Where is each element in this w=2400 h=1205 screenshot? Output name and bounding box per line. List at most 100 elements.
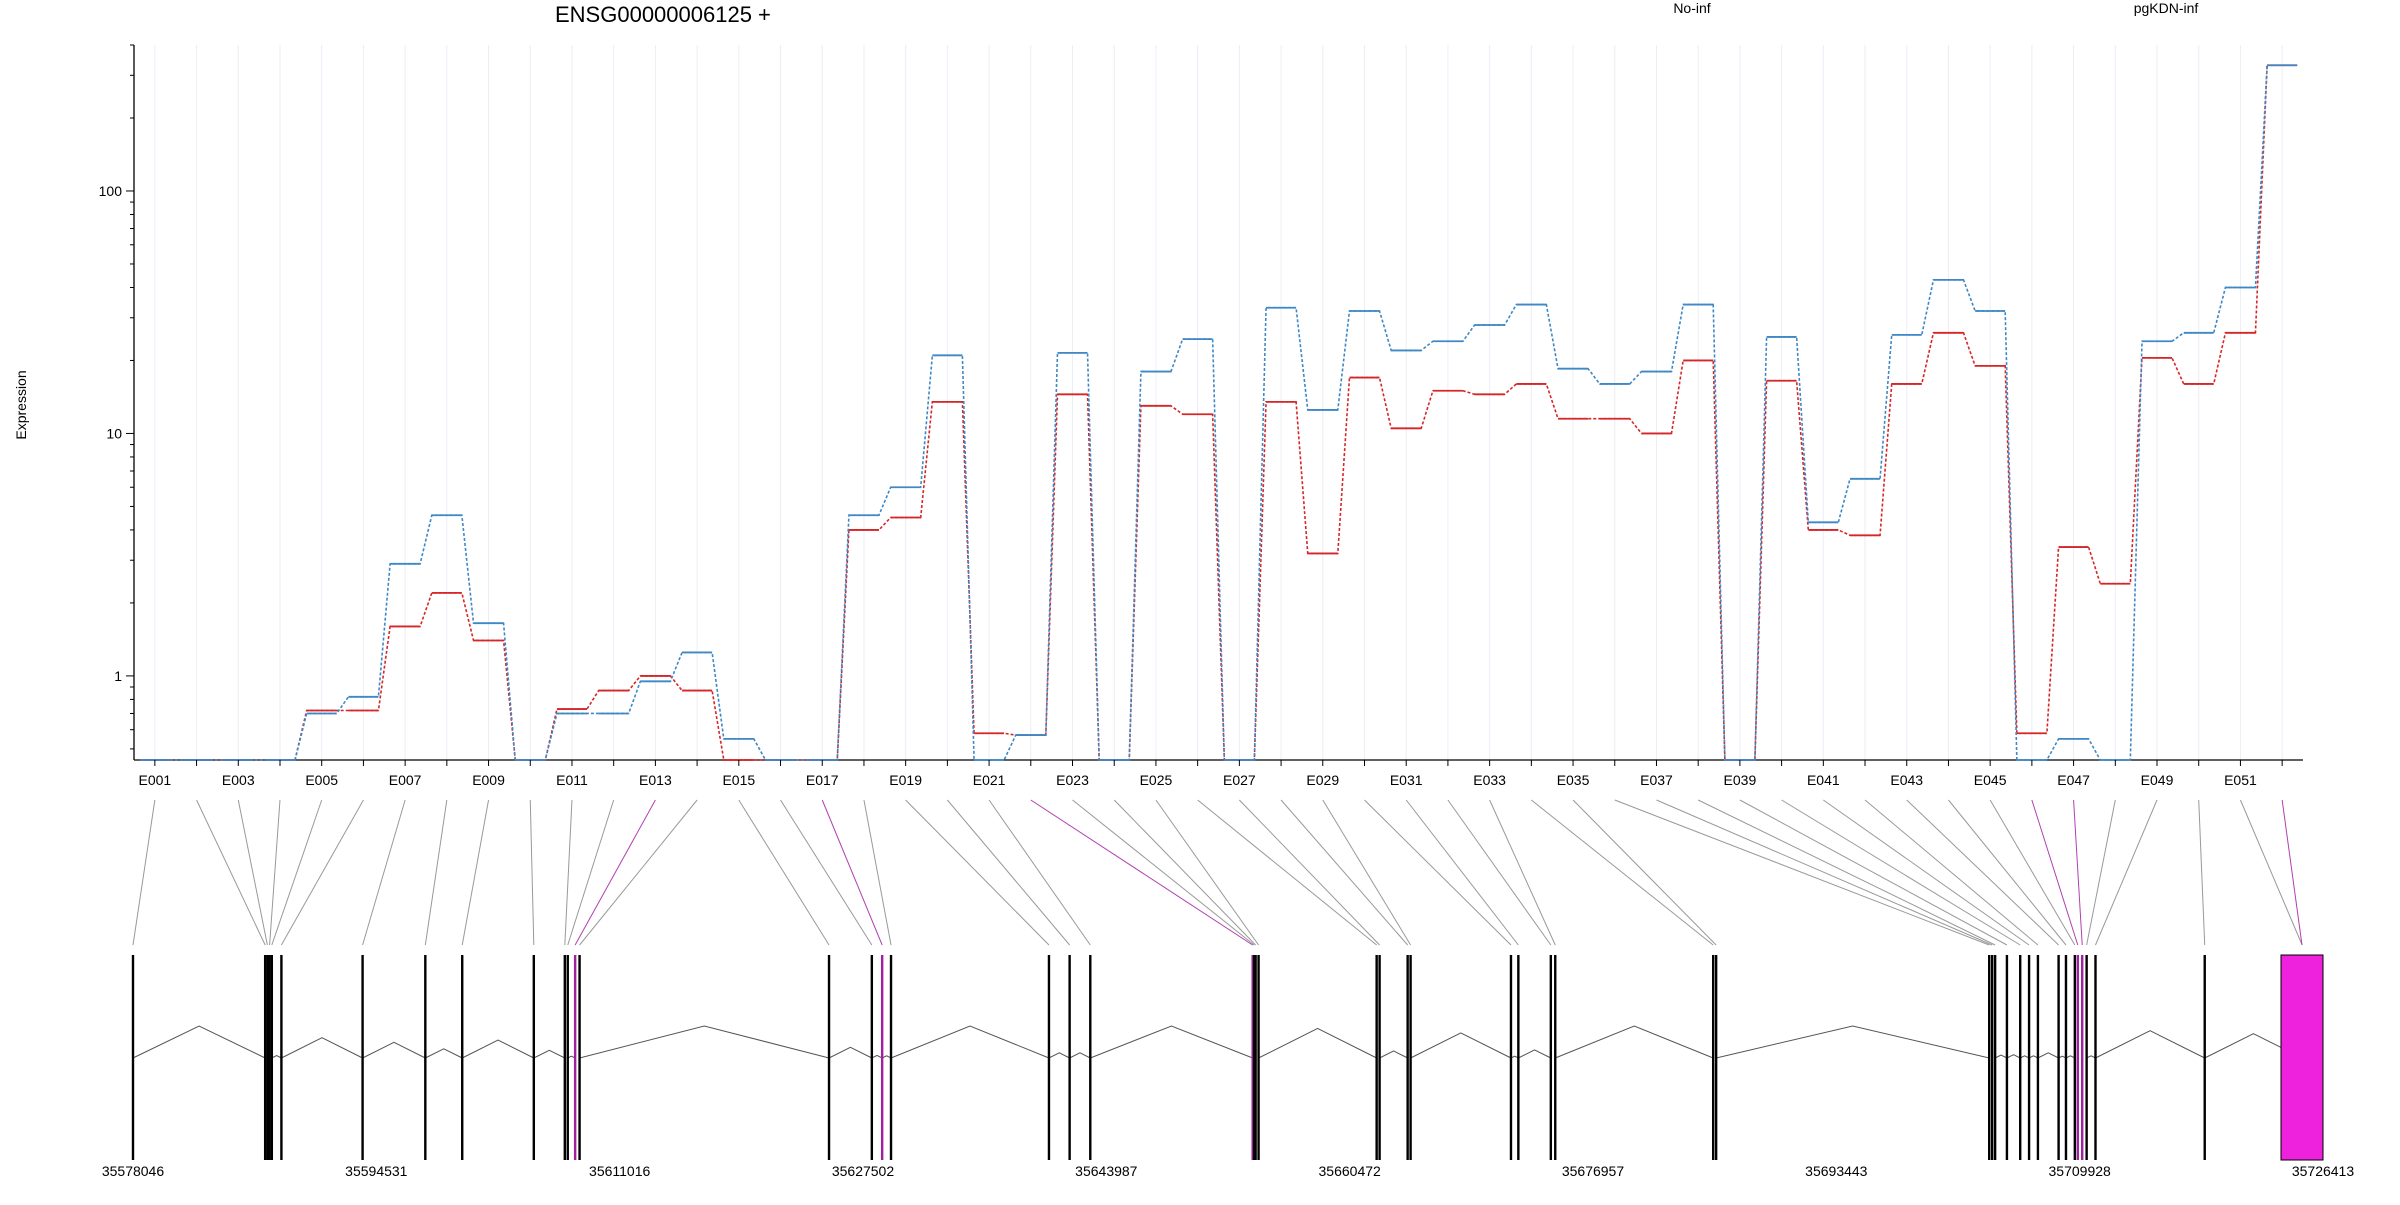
exon-connector — [1614, 799, 1990, 946]
axes-layer — [133, 45, 2303, 761]
intron — [271, 1055, 282, 1059]
exon-block — [827, 955, 831, 1160]
intron — [1090, 1025, 1253, 1059]
exon-connector — [1405, 799, 1519, 946]
intron — [1048, 1052, 1070, 1059]
exon-tick-label: E001 — [139, 772, 172, 788]
exon-tick-label: E031 — [1390, 772, 1423, 788]
exon-block — [1509, 955, 1513, 1160]
exon-ticks: E001 E003 E005 E007 E009 E011 E013 E015 E017 E019… — [139, 760, 2283, 788]
intron — [579, 1025, 830, 1059]
exon-block — [1409, 955, 1412, 1160]
intron — [871, 1054, 883, 1059]
exon-block — [870, 955, 874, 1160]
exon-connector — [237, 799, 268, 946]
exon-block — [361, 955, 364, 1160]
exon-block — [2203, 955, 2206, 1160]
y-axis-label: Expression — [13, 370, 29, 439]
exon-tick-label: E009 — [472, 772, 505, 788]
exon-block — [889, 955, 893, 1160]
exon-block — [2280, 954, 2324, 1161]
exon-block — [2036, 955, 2040, 1160]
exon-block — [280, 955, 283, 1160]
exon-block — [563, 955, 567, 1160]
exon-connectors — [132, 799, 2303, 946]
exon-block — [270, 955, 274, 1160]
exon-block — [1517, 955, 1520, 1160]
intron — [533, 1049, 566, 1059]
exon-connector — [574, 799, 656, 946]
exon-block — [1251, 955, 1254, 1160]
exon-block — [573, 955, 577, 1160]
intron — [1555, 1025, 1714, 1059]
intron — [1518, 1049, 1552, 1059]
exon-connector — [362, 799, 406, 946]
intron — [281, 1037, 363, 1059]
exon-block — [2057, 955, 2060, 1160]
exon-connector — [132, 799, 156, 946]
exon-block — [268, 955, 271, 1160]
exon-block — [566, 955, 569, 1160]
exon-block — [1711, 955, 1715, 1160]
intron — [2037, 1052, 2059, 1059]
exon-connector — [564, 799, 573, 946]
exon-connector — [1781, 799, 2021, 946]
exon-connector — [2095, 799, 2158, 946]
genome-coordinate-label: 35611016 — [589, 1163, 650, 1179]
exon-block — [1549, 955, 1553, 1160]
exon-tick-label: E007 — [389, 772, 422, 788]
genome-coordinate-label: 35676957 — [1562, 1163, 1625, 1179]
exon-connector — [579, 799, 698, 946]
exon-connector — [271, 799, 323, 946]
exon-connector — [1447, 799, 1552, 946]
exon-connector — [2281, 799, 2303, 946]
exon-connector — [269, 799, 281, 946]
exon-connector — [1864, 799, 2039, 946]
exon-connector — [1531, 799, 1714, 946]
intron — [2058, 1055, 2067, 1059]
intron — [881, 1055, 892, 1059]
genome-coordinate-label: 35627502 — [832, 1163, 895, 1179]
exon-connector — [863, 799, 892, 946]
exon-tick-label: E015 — [722, 772, 755, 788]
intron — [1410, 1032, 1512, 1059]
exon-connector — [1364, 799, 1512, 946]
exon-block — [1068, 955, 1071, 1160]
genome-coordinate-label: 35693443 — [1805, 1163, 1868, 1179]
exon-connector — [1948, 799, 2067, 946]
genome-coordinate-label: 35594531 — [345, 1163, 408, 1179]
intron — [461, 1039, 535, 1059]
exon-block — [1089, 955, 1092, 1160]
genome-coordinates: 35578046 35594531 35611016 35627502 35643987… — [102, 1163, 2355, 1179]
exon-tick-label: E023 — [1056, 772, 1089, 788]
intron — [132, 1025, 266, 1059]
exon-block — [2073, 955, 2077, 1160]
intron — [2065, 1055, 2076, 1059]
exon-tick-label: E021 — [973, 772, 1006, 788]
exon-connector — [424, 799, 448, 946]
exon-connector — [529, 799, 535, 946]
exon-tick-label: E027 — [1223, 772, 1256, 788]
exon-block — [263, 955, 267, 1160]
exon-block — [1257, 955, 1260, 1160]
exon-block — [2076, 955, 2079, 1160]
exon-tick-label: E039 — [1724, 772, 1757, 788]
exon-connector — [1238, 799, 1380, 946]
exon-tick-label: E019 — [889, 772, 922, 788]
exon-block — [1993, 955, 1997, 1160]
exon-block — [2081, 955, 2084, 1160]
genome-coordinate-label: 35660472 — [1319, 1163, 1382, 1179]
exon-connector — [1197, 799, 1377, 946]
exon-connector — [1823, 799, 2030, 946]
exon-block — [578, 955, 581, 1160]
exon-connector — [567, 799, 615, 946]
exon-block — [1406, 955, 1409, 1160]
exon-block — [1990, 955, 1994, 1160]
exon-connector — [946, 799, 1071, 946]
exon-tick-label: E051 — [2224, 772, 2257, 788]
exon-connector — [1989, 799, 2076, 946]
exon-connector — [738, 799, 830, 946]
exon-tick-label: E037 — [1640, 772, 1673, 788]
exon-block — [1252, 955, 1256, 1160]
